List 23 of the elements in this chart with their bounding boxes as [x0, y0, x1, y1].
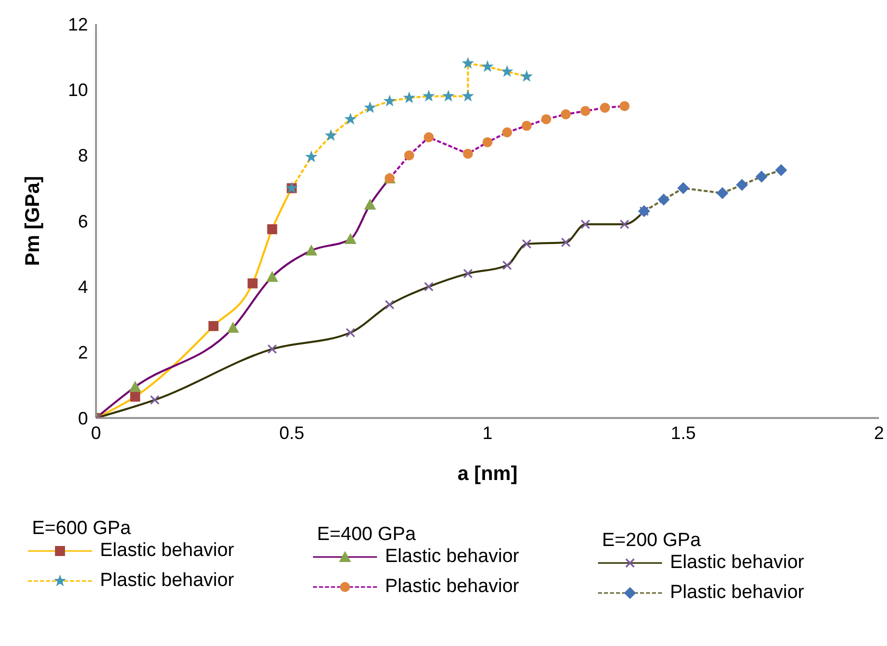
text: E=400 GPa	[316, 524, 417, 546]
y-tick-label: 8	[78, 146, 88, 166]
x-tick-label: 1.5	[670, 422, 696, 443]
y-tick-label: 4	[78, 277, 88, 298]
legend-label: Elastic behavior	[99, 540, 236, 562]
legend-label: Elastic behavior	[384, 546, 520, 568]
text: E=200 GPa	[601, 530, 702, 552]
legend-label: Plastic behavior	[669, 582, 806, 604]
x-axis-title: a [nm]	[458, 463, 518, 485]
y-tick-label: 2	[78, 342, 88, 363]
x-tick-label: 0	[90, 422, 102, 443]
x-tick-label: 1	[482, 422, 493, 443]
y-tick-label: 10	[68, 80, 88, 100]
x-tick-label: 0.5	[279, 422, 304, 443]
y-tick-label: 12	[68, 14, 88, 34]
text: E=600 GPa	[31, 518, 132, 540]
y-tick-label: 6	[78, 211, 88, 232]
legend-label: Plastic behavior	[99, 570, 236, 592]
y-tick-label: 0	[78, 408, 88, 428]
x-tick-label: 2	[874, 422, 884, 443]
legend-label: Elastic behavior	[669, 552, 806, 574]
y-axis-title: Pm [GPa]	[22, 176, 44, 266]
legend-label: Plastic behavior	[384, 576, 520, 598]
